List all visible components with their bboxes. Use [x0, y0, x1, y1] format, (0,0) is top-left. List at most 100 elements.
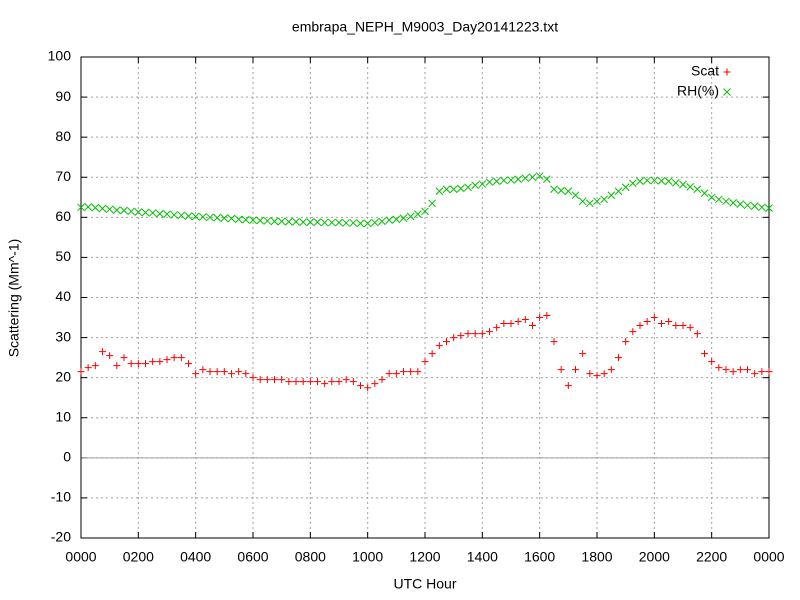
- data-point: [328, 378, 336, 386]
- data-point: [278, 376, 286, 384]
- data-point: [292, 217, 300, 226]
- data-point: [306, 218, 315, 226]
- data-point: [529, 322, 536, 330]
- y-tick-label: 40: [55, 288, 71, 304]
- data-point: [672, 322, 680, 330]
- data-point: [650, 314, 658, 322]
- data-point: [349, 219, 358, 227]
- data-point: [256, 216, 265, 225]
- data-point: [751, 370, 759, 378]
- data-point: [535, 172, 544, 180]
- data-point: [370, 218, 379, 227]
- data-point: [464, 183, 472, 192]
- y-tick-label: 60: [55, 208, 71, 224]
- data-point: [457, 332, 465, 340]
- data-point: [327, 218, 336, 227]
- data-point: [514, 318, 522, 326]
- data-point: [98, 204, 107, 213]
- data-point: [113, 362, 121, 370]
- data-point: [141, 208, 150, 217]
- x-tick-label: 0000: [65, 549, 96, 565]
- x-axis-label: UTC Hour: [393, 576, 456, 592]
- data-point: [586, 370, 594, 378]
- data-point: [700, 189, 709, 198]
- data-point: [392, 370, 400, 378]
- data-point: [428, 350, 436, 358]
- data-point: [714, 195, 723, 204]
- data-point: [679, 322, 687, 330]
- data-point: [557, 186, 566, 195]
- legend-label: RH(%): [677, 83, 719, 99]
- data-point: [744, 366, 751, 374]
- data-point: [241, 215, 250, 224]
- data-point: [256, 376, 264, 384]
- data-point: [142, 360, 149, 368]
- data-point: [607, 366, 615, 374]
- data-point: [701, 350, 708, 358]
- x-tick-label: 0000: [753, 549, 784, 565]
- x-tick-label: 0600: [237, 549, 268, 565]
- data-point: [485, 178, 494, 186]
- y-tick-label: -20: [51, 529, 71, 545]
- x-tick-label: 2000: [639, 549, 670, 565]
- data-point: [220, 214, 229, 222]
- data-point: [693, 330, 701, 338]
- plot-frame: [80, 56, 770, 539]
- data-point: [413, 210, 422, 218]
- data-point: [585, 199, 594, 208]
- data-point: [650, 176, 659, 185]
- data-point: [198, 213, 207, 221]
- y-tick-label: 90: [55, 88, 71, 104]
- data-point: [399, 214, 408, 222]
- data-point: [478, 180, 487, 188]
- data-point: [471, 330, 479, 338]
- data-point: [707, 193, 716, 202]
- data-point: [736, 366, 744, 374]
- data-point: [77, 203, 85, 212]
- data-point: [671, 179, 680, 187]
- data-point: [163, 356, 171, 364]
- data-point: [163, 210, 171, 218]
- data-point: [134, 208, 143, 216]
- y-tick-label: 30: [55, 328, 71, 344]
- data-point: [263, 376, 271, 384]
- data-point: [356, 219, 365, 228]
- data-point: [715, 364, 723, 372]
- data-point: [277, 217, 286, 226]
- y-tick-label: 20: [55, 368, 71, 384]
- data-point: [199, 366, 207, 374]
- data-point: [313, 218, 322, 226]
- data-point: [514, 175, 523, 184]
- data-point: [528, 173, 537, 182]
- data-point: [127, 207, 136, 216]
- data-point: [593, 197, 601, 206]
- data-point: [99, 348, 106, 356]
- data-point: [321, 380, 329, 388]
- data-point: [342, 219, 351, 227]
- data-point: [657, 177, 666, 185]
- data-point: [400, 368, 407, 376]
- data-point: [134, 360, 142, 368]
- data-point: [320, 218, 329, 227]
- data-point: [593, 372, 601, 380]
- data-point: [550, 185, 558, 194]
- data-point: [578, 197, 587, 206]
- data-point: [156, 358, 164, 366]
- data-point: [757, 203, 766, 212]
- data-point: [492, 177, 501, 186]
- data-point: [357, 382, 364, 390]
- data-point: [686, 183, 695, 191]
- data-point: [471, 181, 480, 190]
- data-point: [456, 184, 465, 193]
- data-point: [614, 187, 623, 196]
- data-point: [407, 368, 415, 376]
- data-point: [249, 216, 257, 224]
- data-point: [105, 205, 114, 214]
- data-point: [149, 358, 157, 366]
- chart-title: embrapa_NEPH_M9003_Day20141223.txt: [292, 19, 558, 35]
- data-point: [392, 215, 401, 224]
- data-point: [228, 370, 235, 378]
- data-point: [629, 328, 637, 336]
- data-point: [542, 175, 551, 184]
- data-point: [385, 216, 394, 224]
